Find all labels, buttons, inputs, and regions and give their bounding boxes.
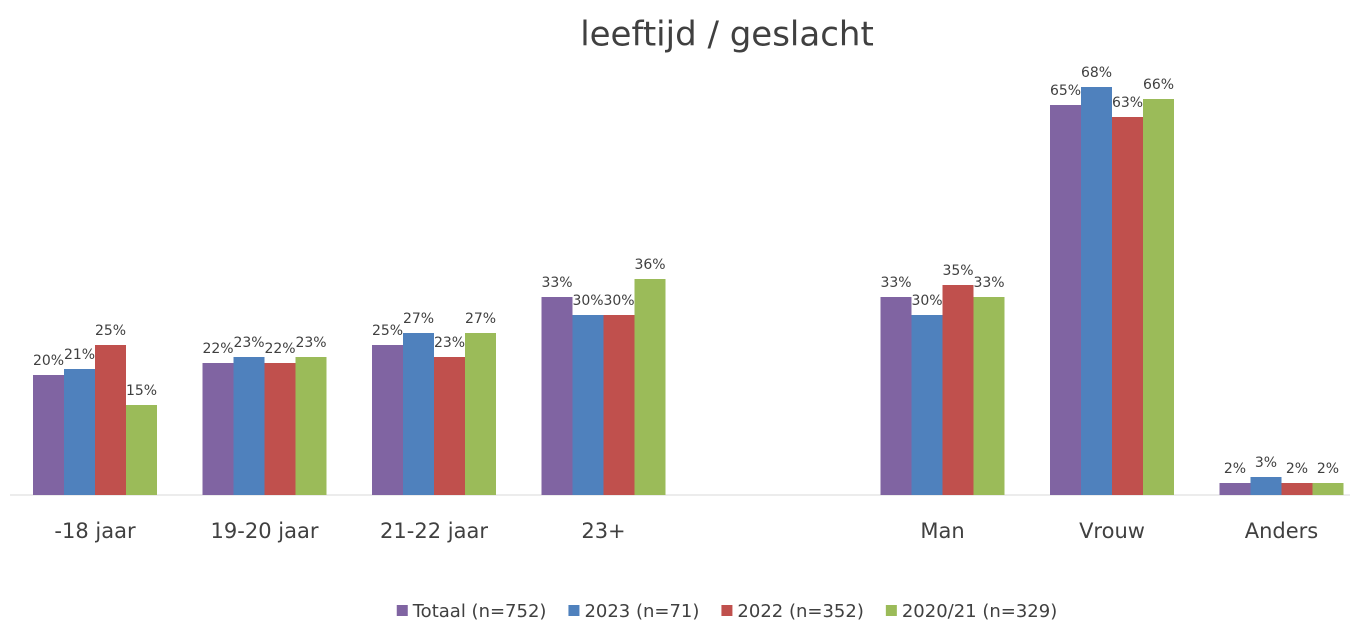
bar bbox=[465, 333, 496, 495]
bar bbox=[202, 363, 234, 495]
x-tick-label: 19-20 jaar bbox=[211, 519, 319, 543]
bar bbox=[1143, 99, 1174, 495]
legend-swatch bbox=[721, 605, 733, 616]
bar bbox=[264, 363, 296, 495]
bar bbox=[911, 315, 943, 495]
x-tick-label: 23+ bbox=[581, 519, 625, 543]
bar bbox=[1112, 117, 1143, 495]
bar bbox=[233, 357, 265, 495]
data-label: 25% bbox=[95, 323, 126, 339]
data-label: 2% bbox=[1317, 461, 1339, 477]
data-label: 27% bbox=[403, 311, 434, 327]
bar bbox=[95, 345, 126, 495]
data-label: 33% bbox=[880, 275, 911, 291]
bar bbox=[33, 375, 64, 495]
data-label: 23% bbox=[434, 335, 465, 351]
bar bbox=[973, 297, 1005, 495]
x-tick-label: Vrouw bbox=[1079, 519, 1145, 543]
legend-swatch bbox=[885, 605, 897, 616]
data-label: 22% bbox=[202, 341, 233, 357]
data-label: 36% bbox=[634, 257, 665, 273]
chart-title: leeftijd / geslacht bbox=[580, 15, 874, 55]
bar bbox=[541, 297, 573, 495]
x-tick-label: -18 jaar bbox=[54, 519, 136, 543]
x-tick-label: Man bbox=[920, 519, 964, 543]
data-label: 30% bbox=[911, 293, 942, 309]
bar bbox=[634, 279, 666, 495]
legend-swatch bbox=[568, 605, 580, 616]
bar bbox=[1250, 477, 1282, 495]
bar bbox=[942, 285, 974, 495]
legend-label: 2023 (n=71) bbox=[584, 601, 699, 622]
data-label: 30% bbox=[572, 293, 603, 309]
bar bbox=[434, 357, 465, 495]
data-label: 33% bbox=[541, 275, 572, 291]
bar bbox=[1081, 87, 1112, 495]
bar bbox=[1312, 483, 1344, 495]
bar bbox=[372, 345, 403, 495]
data-label: 22% bbox=[264, 341, 295, 357]
legend-label: Totaal (n=752) bbox=[412, 601, 547, 622]
bar bbox=[1281, 483, 1313, 495]
bar bbox=[1050, 105, 1081, 495]
legend-label: 2022 (n=352) bbox=[737, 601, 863, 622]
bar bbox=[64, 369, 95, 495]
data-label: 21% bbox=[64, 347, 95, 363]
legend-swatch bbox=[396, 605, 408, 616]
data-label: 2% bbox=[1224, 461, 1246, 477]
bar bbox=[126, 405, 157, 495]
data-label: 66% bbox=[1143, 77, 1174, 93]
data-label: 25% bbox=[372, 323, 403, 339]
data-label: 33% bbox=[973, 275, 1004, 291]
data-label: 3% bbox=[1255, 455, 1277, 471]
data-label: 23% bbox=[233, 335, 264, 351]
data-label: 63% bbox=[1112, 95, 1143, 111]
data-label: 20% bbox=[33, 353, 64, 369]
data-label: 68% bbox=[1081, 65, 1112, 81]
data-label: 23% bbox=[295, 335, 326, 351]
bar bbox=[880, 297, 912, 495]
bar bbox=[572, 315, 604, 495]
x-tick-label: 21-22 jaar bbox=[380, 519, 488, 543]
bar bbox=[1219, 483, 1251, 495]
data-label: 2% bbox=[1286, 461, 1308, 477]
legend-label: 2020/21 (n=329) bbox=[902, 601, 1057, 622]
data-label: 30% bbox=[603, 293, 634, 309]
bar bbox=[603, 315, 635, 495]
bar bbox=[295, 357, 327, 495]
data-label: 15% bbox=[126, 383, 157, 399]
x-tick-label: Anders bbox=[1245, 519, 1319, 543]
data-label: 65% bbox=[1050, 83, 1081, 99]
bar bbox=[403, 333, 434, 495]
data-label: 27% bbox=[465, 311, 496, 327]
data-label: 35% bbox=[942, 263, 973, 279]
